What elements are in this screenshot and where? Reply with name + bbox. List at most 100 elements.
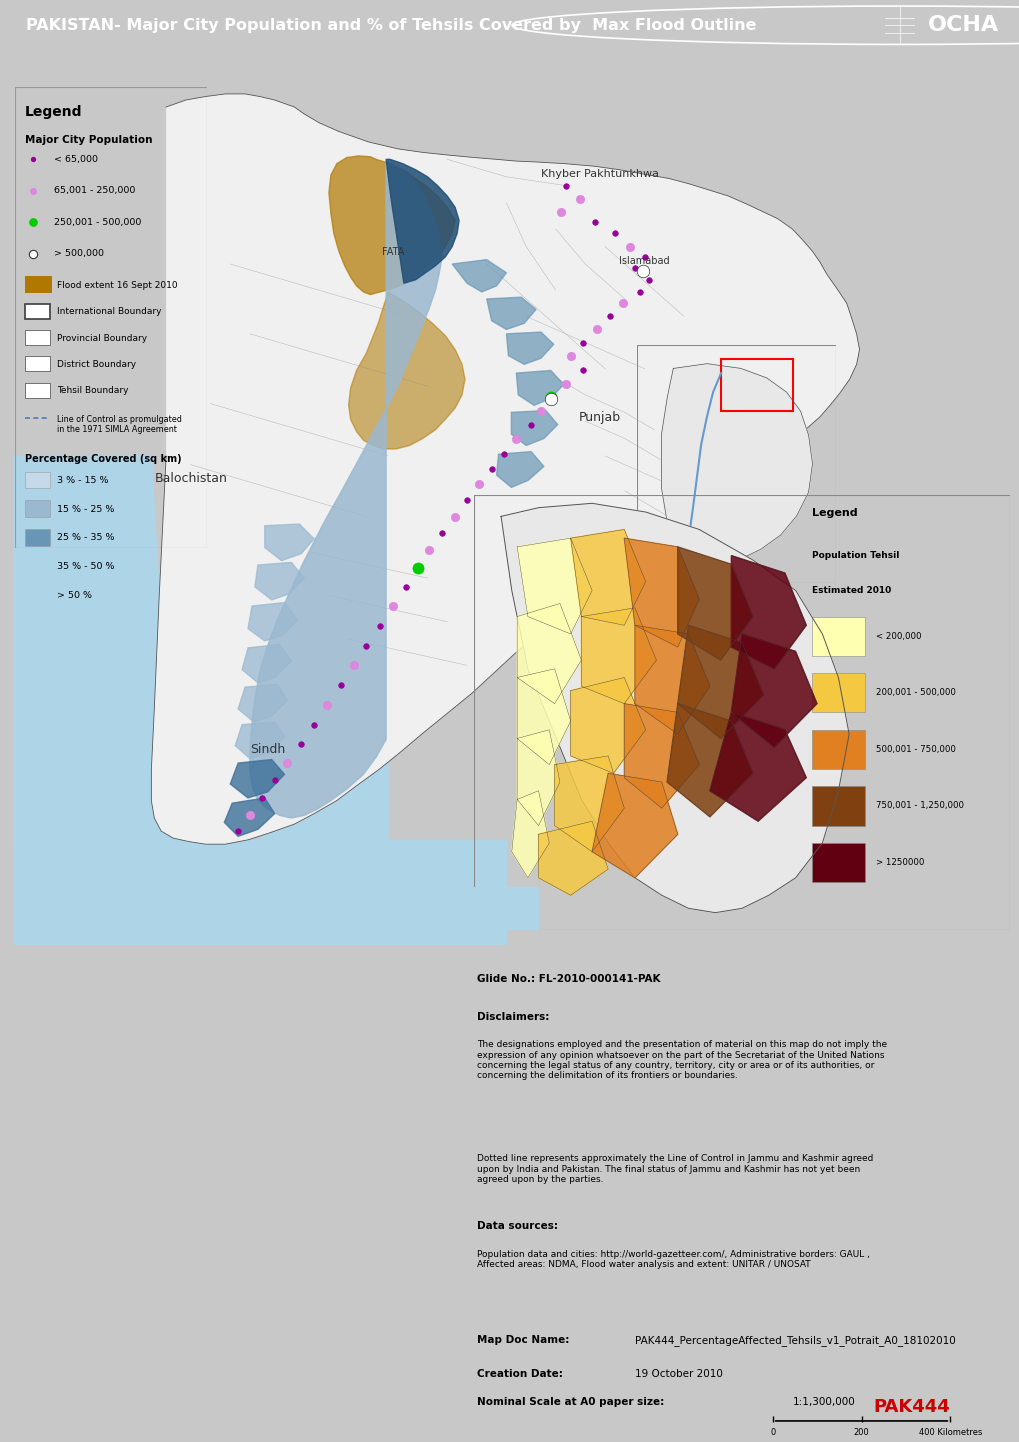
- Text: Islamabad: Islamabad: [619, 257, 669, 265]
- Text: Punjab: Punjab: [579, 411, 621, 424]
- Text: 400 Kilometres: 400 Kilometres: [918, 1428, 981, 1438]
- Polygon shape: [506, 332, 553, 365]
- Text: Major City Population: Major City Population: [24, 136, 152, 146]
- Bar: [24, 500, 50, 518]
- Text: 500,001 - 750,000: 500,001 - 750,000: [875, 746, 955, 754]
- Text: Line of Control as promulgated
in the 1971 SIMLA Agreement: Line of Control as promulgated in the 19…: [57, 415, 182, 434]
- Text: 35 % - 50 %: 35 % - 50 %: [57, 562, 115, 571]
- Text: Balochistan: Balochistan: [154, 472, 227, 485]
- Polygon shape: [538, 822, 607, 895]
- Polygon shape: [451, 260, 506, 291]
- Polygon shape: [500, 503, 848, 913]
- Polygon shape: [496, 451, 543, 487]
- Polygon shape: [512, 790, 549, 878]
- Polygon shape: [624, 704, 699, 808]
- Bar: [474, 887, 538, 930]
- Polygon shape: [348, 291, 465, 448]
- Polygon shape: [624, 538, 699, 647]
- Text: Disclaimers:: Disclaimers:: [476, 1012, 548, 1022]
- Text: 200: 200: [853, 1428, 868, 1438]
- Text: 250,001 - 500,000: 250,001 - 500,000: [54, 218, 141, 226]
- Bar: [811, 673, 864, 712]
- Polygon shape: [660, 363, 812, 564]
- Polygon shape: [248, 603, 297, 640]
- Text: 15 % - 25 %: 15 % - 25 %: [57, 505, 115, 513]
- Text: Dotted line represents approximately the Line of Control in Jammu and Kashmir ag: Dotted line represents approximately the…: [476, 1155, 872, 1184]
- Polygon shape: [237, 685, 287, 722]
- Polygon shape: [581, 609, 656, 704]
- Polygon shape: [571, 529, 645, 626]
- Bar: [720, 359, 792, 411]
- Bar: [24, 382, 50, 398]
- Text: Khyber Pakhtunkhwa: Khyber Pakhtunkhwa: [541, 169, 658, 179]
- Polygon shape: [151, 94, 859, 844]
- Bar: [24, 356, 50, 371]
- Text: Map Doc Name:: Map Doc Name:: [476, 1335, 569, 1345]
- Bar: [24, 304, 50, 319]
- Bar: [811, 617, 864, 656]
- Text: > 50 %: > 50 %: [57, 591, 93, 600]
- Bar: [811, 844, 864, 883]
- Polygon shape: [517, 603, 581, 704]
- Text: FATA: FATA: [381, 248, 404, 257]
- Text: Population data and cities: http://world-gazetteer.com/, Administrative borders:: Population data and cities: http://world…: [476, 1250, 869, 1269]
- Text: The designations employed and the presentation of material on this map do not im: The designations employed and the presen…: [476, 1040, 887, 1080]
- Polygon shape: [731, 634, 816, 747]
- Text: PAK444_PercentageAffected_Tehsils_v1_Potrait_A0_18102010: PAK444_PercentageAffected_Tehsils_v1_Pot…: [634, 1335, 955, 1347]
- Polygon shape: [386, 160, 459, 283]
- Polygon shape: [265, 523, 314, 561]
- Polygon shape: [511, 411, 557, 446]
- Polygon shape: [224, 797, 274, 836]
- Text: Provincial Boundary: Provincial Boundary: [57, 333, 148, 343]
- Bar: [811, 786, 864, 826]
- Polygon shape: [242, 645, 291, 684]
- Text: 200,001 - 500,000: 200,001 - 500,000: [875, 688, 955, 698]
- Polygon shape: [486, 297, 536, 329]
- Text: Flood extent 16 Sept 2010: Flood extent 16 Sept 2010: [57, 281, 178, 290]
- Text: Tehsil Boundary: Tehsil Boundary: [57, 386, 128, 395]
- Text: 0: 0: [769, 1428, 774, 1438]
- Text: < 200,000: < 200,000: [875, 632, 920, 640]
- Polygon shape: [235, 722, 284, 758]
- Polygon shape: [517, 730, 559, 826]
- Bar: [24, 472, 50, 489]
- Polygon shape: [571, 678, 645, 773]
- Text: Nominal Scale at A0 paper size:: Nominal Scale at A0 paper size:: [476, 1397, 663, 1407]
- Text: 65,001 - 250,000: 65,001 - 250,000: [54, 186, 135, 195]
- Text: > 500,000: > 500,000: [54, 249, 104, 258]
- Text: Estimated 2010: Estimated 2010: [811, 585, 890, 596]
- Text: Legend: Legend: [24, 105, 83, 120]
- Text: > 1250000: > 1250000: [875, 858, 923, 867]
- Text: 3 % - 15 %: 3 % - 15 %: [57, 476, 109, 485]
- Bar: [24, 330, 50, 345]
- Polygon shape: [678, 626, 762, 738]
- Polygon shape: [516, 371, 564, 405]
- Polygon shape: [517, 669, 571, 764]
- Polygon shape: [678, 547, 752, 660]
- Bar: [811, 730, 864, 769]
- Polygon shape: [328, 156, 454, 294]
- Polygon shape: [13, 456, 387, 945]
- Text: PAKISTAN- Major City Population and % of Tehsils Covered by  Max Flood Outline: PAKISTAN- Major City Population and % of…: [25, 17, 755, 33]
- Text: < 65,000: < 65,000: [54, 154, 98, 164]
- Polygon shape: [709, 712, 806, 822]
- Text: 750,001 - 1,250,000: 750,001 - 1,250,000: [875, 802, 963, 810]
- Polygon shape: [230, 760, 284, 797]
- Text: 1:1,300,000: 1:1,300,000: [792, 1397, 854, 1407]
- Text: Sindh: Sindh: [250, 743, 285, 756]
- Polygon shape: [731, 555, 806, 669]
- Text: 19 October 2010: 19 October 2010: [634, 1368, 721, 1379]
- Polygon shape: [13, 839, 506, 945]
- Text: International Boundary: International Boundary: [57, 307, 162, 316]
- Text: Population Tehsil: Population Tehsil: [811, 551, 898, 561]
- Text: Creation Date:: Creation Date:: [476, 1368, 562, 1379]
- Text: Data sources:: Data sources:: [476, 1221, 557, 1231]
- Text: District Boundary: District Boundary: [57, 360, 137, 369]
- Polygon shape: [255, 562, 304, 600]
- Bar: [24, 529, 50, 545]
- Polygon shape: [250, 162, 442, 818]
- Polygon shape: [517, 538, 591, 634]
- Text: Legend: Legend: [811, 508, 856, 518]
- Polygon shape: [634, 626, 709, 734]
- Text: Percentage Covered (sq km): Percentage Covered (sq km): [24, 454, 181, 464]
